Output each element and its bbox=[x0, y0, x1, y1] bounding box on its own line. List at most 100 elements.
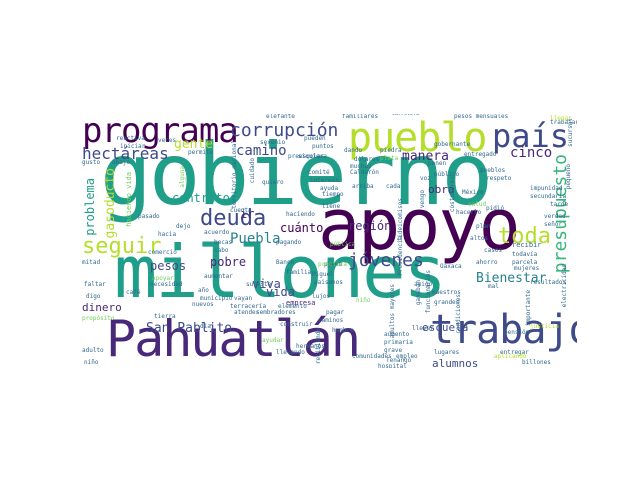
word: cuidado bbox=[249, 158, 256, 184]
word: plan bbox=[476, 223, 491, 230]
word: plata bbox=[380, 155, 399, 162]
word: puntos bbox=[312, 143, 334, 150]
word: reactiva bbox=[116, 135, 145, 142]
word: sembradores bbox=[256, 309, 296, 316]
word: grandes bbox=[434, 299, 460, 306]
word: hectáreas bbox=[82, 144, 169, 163]
word: mal bbox=[488, 283, 499, 290]
word: impunidad bbox=[530, 185, 563, 192]
word: ir bbox=[240, 207, 255, 221]
word: importante bbox=[525, 290, 532, 327]
word: pública bbox=[330, 241, 356, 248]
word: propósito bbox=[82, 315, 115, 322]
word: empresa bbox=[286, 299, 316, 307]
word: pagando bbox=[276, 239, 302, 246]
word: pueblos bbox=[480, 167, 506, 174]
word: cinco bbox=[510, 145, 553, 161]
word: arriba bbox=[352, 183, 374, 190]
word: comunidades bbox=[352, 353, 392, 360]
word: corrupción bbox=[230, 120, 339, 141]
word: niño bbox=[84, 359, 99, 366]
word: programa bbox=[82, 114, 239, 151]
word: público bbox=[434, 171, 460, 178]
word: costumbres bbox=[449, 176, 456, 213]
word: ponen bbox=[428, 160, 447, 167]
word: becas bbox=[214, 239, 233, 246]
word: salud bbox=[468, 201, 487, 208]
word: Oaxaca bbox=[440, 263, 462, 270]
word: pensión bbox=[504, 329, 530, 336]
word: Miguel bbox=[312, 271, 334, 278]
word: verdad bbox=[544, 213, 566, 220]
word: pesos mensuales bbox=[454, 114, 509, 120]
word: deuda bbox=[200, 206, 267, 231]
word: adulto bbox=[82, 347, 104, 354]
word: parcela bbox=[512, 259, 538, 266]
word: millones bbox=[114, 230, 447, 314]
word: manera bbox=[402, 149, 449, 164]
word: terracería bbox=[230, 303, 267, 310]
word: aumentar bbox=[204, 273, 233, 280]
word: Tenango bbox=[386, 357, 412, 364]
word: café bbox=[126, 289, 141, 296]
word: Pahuatlán bbox=[106, 310, 361, 368]
word: México bbox=[462, 189, 484, 196]
word: cuánto bbox=[280, 221, 324, 235]
word: sureste bbox=[246, 281, 272, 288]
word: condiciones bbox=[455, 294, 462, 334]
word: carretera bbox=[392, 114, 420, 117]
word: viva bbox=[252, 277, 281, 291]
word: primaria bbox=[384, 339, 413, 346]
word: sexenio bbox=[260, 139, 286, 146]
word: haciendo bbox=[286, 211, 315, 218]
word: entregado bbox=[464, 151, 497, 158]
word: sucursal bbox=[567, 118, 574, 147]
word: elemento bbox=[278, 303, 307, 310]
word: necesidad bbox=[150, 281, 183, 288]
word: trabajar bbox=[550, 119, 577, 126]
word: voz bbox=[420, 175, 431, 182]
word: lujos bbox=[312, 293, 331, 300]
word: altos bbox=[470, 235, 489, 242]
word: hermanos bbox=[296, 343, 325, 350]
word: hacerlo bbox=[456, 209, 482, 216]
word: niño bbox=[356, 297, 371, 304]
word: todavía bbox=[512, 251, 538, 258]
word: pequeño bbox=[565, 164, 572, 190]
word: mitad bbox=[82, 259, 101, 266]
word: aplicando bbox=[494, 353, 527, 360]
word: piedra bbox=[380, 147, 402, 154]
word: acuerdo bbox=[204, 229, 230, 236]
word: ayuda bbox=[320, 185, 339, 192]
word: pesos bbox=[150, 259, 187, 273]
word: gusto bbox=[82, 159, 101, 166]
word: adultos mayores bbox=[389, 284, 396, 339]
word: veces bbox=[158, 137, 177, 144]
word: abajo bbox=[112, 159, 131, 166]
word: grave bbox=[384, 347, 403, 354]
word: pagar bbox=[326, 309, 345, 316]
word: obra bbox=[428, 183, 455, 196]
word: alguna bbox=[179, 166, 186, 188]
word: apoyo bbox=[318, 184, 521, 266]
word: amigo bbox=[414, 281, 433, 288]
word: Presidencia bbox=[397, 236, 404, 276]
word: nuevos bbox=[192, 301, 214, 308]
word: gobierno bbox=[100, 125, 493, 225]
word: recibir bbox=[512, 241, 542, 249]
word: práctica bbox=[318, 261, 347, 268]
word: día bbox=[200, 323, 211, 330]
word: vida bbox=[266, 285, 295, 299]
word: tiempo bbox=[322, 191, 344, 198]
word: familia bbox=[286, 269, 312, 276]
word: año bbox=[198, 287, 209, 294]
word: haciendo vida bbox=[125, 172, 133, 227]
word: municipio bbox=[200, 295, 233, 302]
word: interesa bbox=[310, 177, 339, 184]
word: dando bbox=[344, 147, 363, 154]
word: escuela bbox=[422, 321, 469, 334]
word: preescolar bbox=[288, 153, 325, 160]
word: permite bbox=[188, 149, 214, 156]
word: tarde bbox=[550, 201, 569, 208]
word: jóvenes bbox=[348, 250, 424, 271]
